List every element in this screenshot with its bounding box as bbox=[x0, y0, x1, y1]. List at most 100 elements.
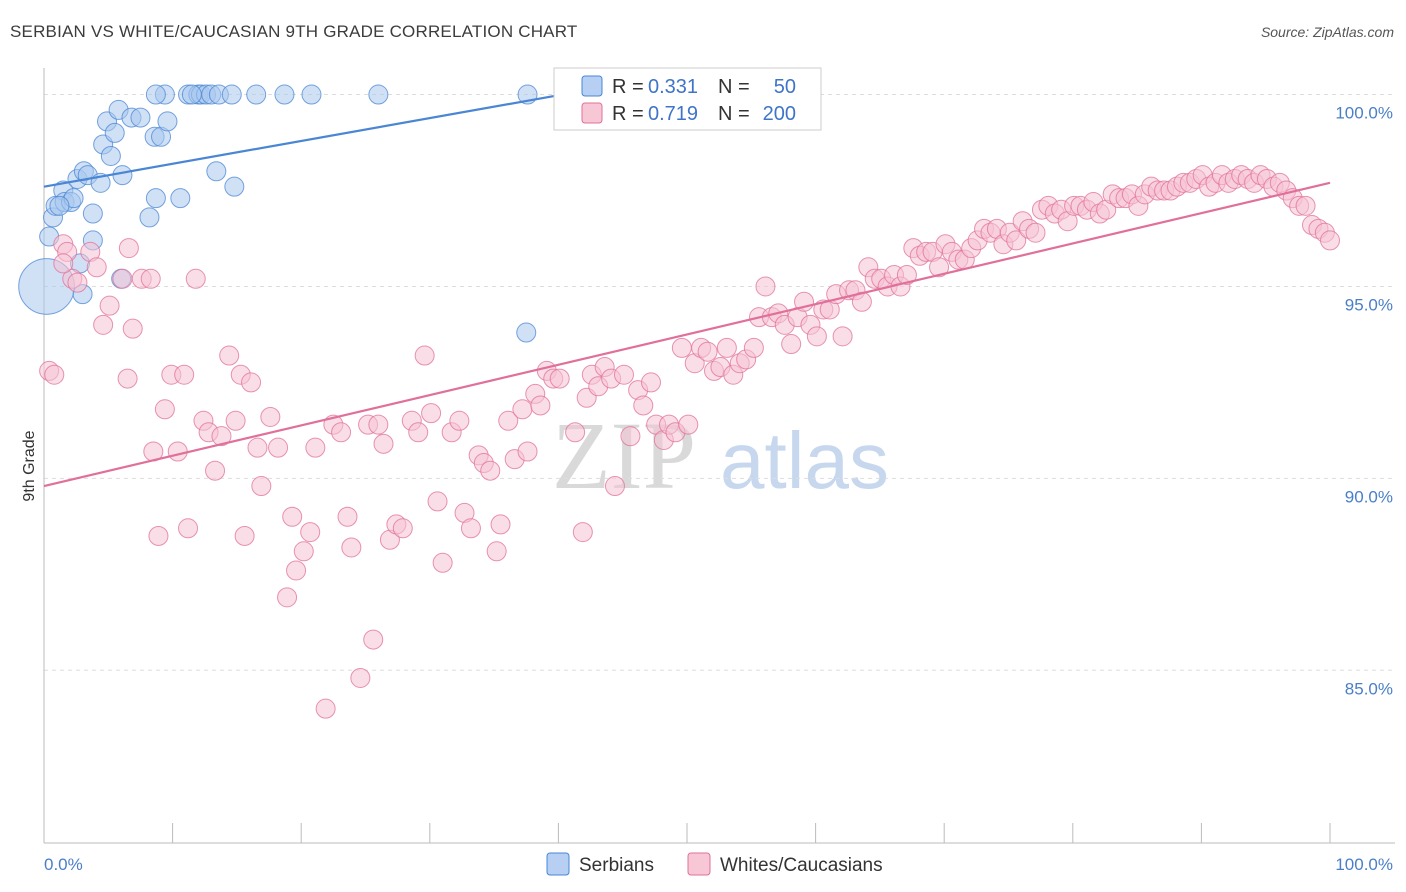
white-point bbox=[241, 372, 262, 393]
white-point bbox=[118, 238, 139, 259]
white-point bbox=[148, 525, 169, 546]
white-point bbox=[498, 410, 519, 431]
legend-swatch-serbians bbox=[581, 75, 603, 97]
white-point bbox=[205, 460, 226, 481]
trend-line-serbians bbox=[43, 89, 585, 188]
trend-line-whites bbox=[43, 181, 1331, 488]
serbian-point bbox=[206, 161, 227, 182]
white-point bbox=[337, 506, 358, 527]
x-tick-label-right: 100.0% bbox=[1335, 855, 1393, 874]
y-tick-label: 85.0% bbox=[1345, 679, 1393, 698]
serbian-point bbox=[104, 122, 125, 143]
white-point bbox=[517, 441, 538, 462]
serbian-point bbox=[130, 107, 151, 128]
white-point bbox=[512, 399, 533, 420]
white-point bbox=[300, 522, 321, 543]
serbian-point bbox=[181, 84, 202, 105]
white-point bbox=[112, 268, 133, 289]
white-point bbox=[1025, 222, 1046, 243]
white-point bbox=[331, 422, 352, 443]
white-point bbox=[277, 587, 298, 608]
serbian-point bbox=[145, 84, 166, 105]
y-tick-label: 100.0% bbox=[1335, 104, 1393, 123]
legend-n-label-serbians: N = bbox=[718, 76, 750, 98]
serbian-point bbox=[100, 145, 121, 166]
white-point bbox=[174, 364, 195, 385]
white-point bbox=[1320, 230, 1340, 251]
serbian-point bbox=[246, 84, 267, 105]
trend-lines bbox=[43, 89, 1331, 488]
white-point bbox=[341, 537, 362, 558]
white-point bbox=[93, 314, 114, 335]
legend-box: R = 0.331 N = 50 R = 0.719 N = 200 bbox=[553, 67, 822, 131]
white-point bbox=[572, 522, 593, 543]
white-point bbox=[1295, 195, 1316, 216]
white-point bbox=[368, 414, 389, 435]
white-point bbox=[408, 422, 429, 443]
white-point bbox=[565, 422, 586, 443]
white-point bbox=[293, 541, 314, 562]
white-point bbox=[620, 426, 641, 447]
y-tick-label: 95.0% bbox=[1345, 295, 1393, 314]
source-label: Source: ZipAtlas.com bbox=[1260, 24, 1394, 40]
white-point bbox=[781, 334, 802, 355]
white-point bbox=[755, 276, 776, 297]
white-point bbox=[99, 295, 120, 316]
white-point bbox=[549, 368, 570, 389]
serbian-point bbox=[82, 203, 103, 224]
serbian-point bbox=[224, 176, 245, 197]
white-point bbox=[697, 341, 718, 362]
x-tick-label-left: 0.0% bbox=[44, 855, 83, 874]
white-point bbox=[427, 491, 448, 512]
series-serbians-points bbox=[18, 84, 538, 343]
y-tick-labels: 100.0% 95.0% 90.0% 85.0% bbox=[1335, 104, 1393, 699]
white-point bbox=[373, 433, 394, 454]
white-point bbox=[268, 437, 289, 458]
white-point bbox=[449, 410, 470, 431]
white-point bbox=[392, 518, 413, 539]
watermark-atlas: atlas bbox=[720, 416, 889, 505]
white-point bbox=[350, 667, 371, 688]
white-point bbox=[1006, 230, 1027, 251]
white-point bbox=[178, 518, 199, 539]
white-point bbox=[832, 326, 853, 347]
legend-swatch-whites bbox=[581, 102, 603, 124]
bottom-legend-swatch-whites bbox=[687, 852, 711, 876]
white-point bbox=[122, 318, 143, 339]
serbian-point bbox=[139, 207, 160, 228]
legend-r-label-whites: R = bbox=[612, 103, 644, 125]
white-point bbox=[219, 345, 240, 366]
legend-n-value-whites: 200 bbox=[763, 103, 796, 125]
white-point bbox=[67, 272, 88, 293]
white-point bbox=[678, 414, 699, 435]
white-point bbox=[743, 337, 764, 358]
white-point bbox=[247, 437, 268, 458]
white-point bbox=[154, 399, 175, 420]
white-point bbox=[286, 560, 307, 581]
serbian-point bbox=[368, 84, 389, 105]
serbian-point bbox=[145, 188, 166, 209]
series-whites-points bbox=[39, 165, 1340, 719]
white-point bbox=[251, 476, 272, 497]
white-point bbox=[363, 629, 384, 650]
white-point bbox=[305, 437, 326, 458]
white-point bbox=[315, 698, 336, 719]
bottom-legend-label-serbians: Serbians bbox=[579, 855, 654, 876]
white-point bbox=[86, 257, 107, 278]
y-tick-label: 90.0% bbox=[1345, 487, 1393, 506]
white-point bbox=[716, 337, 737, 358]
white-point bbox=[460, 518, 481, 539]
legend-n-value-serbians: 50 bbox=[774, 76, 796, 98]
white-point bbox=[140, 268, 161, 289]
white-point bbox=[480, 460, 501, 481]
white-point bbox=[421, 403, 442, 424]
white-point bbox=[282, 506, 303, 527]
white-point bbox=[896, 264, 917, 285]
white-point bbox=[929, 257, 950, 278]
serbian-point bbox=[157, 111, 178, 132]
white-point bbox=[234, 525, 255, 546]
white-point bbox=[167, 441, 188, 462]
legend-r-label-serbians: R = bbox=[612, 76, 644, 98]
axes bbox=[43, 68, 1395, 844]
